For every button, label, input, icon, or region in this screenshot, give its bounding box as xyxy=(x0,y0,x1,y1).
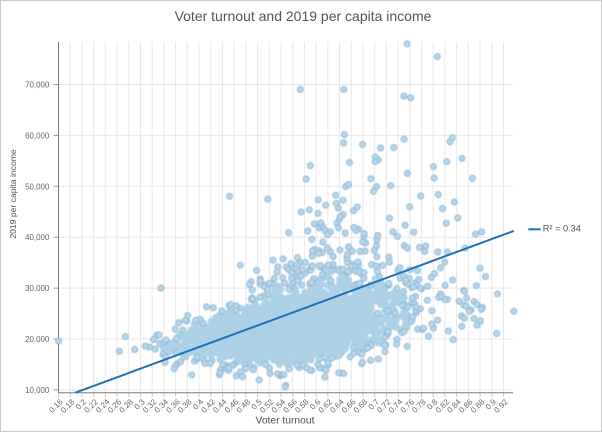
svg-text:10,000: 10,000 xyxy=(25,386,50,395)
svg-text:Voter turnout and 2019 per cap: Voter turnout and 2019 per capita income xyxy=(175,8,432,24)
svg-text:30,000: 30,000 xyxy=(25,284,50,293)
svg-text:Voter turnout: Voter turnout xyxy=(256,415,315,426)
svg-text:70,000: 70,000 xyxy=(25,81,50,90)
svg-text:50,000: 50,000 xyxy=(25,182,50,191)
svg-text:60,000: 60,000 xyxy=(25,131,50,140)
svg-text:2019 per capita income: 2019 per capita income xyxy=(8,149,18,239)
svg-text:0.92: 0.92 xyxy=(492,397,510,415)
svg-text:40,000: 40,000 xyxy=(25,233,50,242)
svg-text:20,000: 20,000 xyxy=(25,335,50,344)
svg-text:R² = 0.34: R² = 0.34 xyxy=(543,224,581,234)
